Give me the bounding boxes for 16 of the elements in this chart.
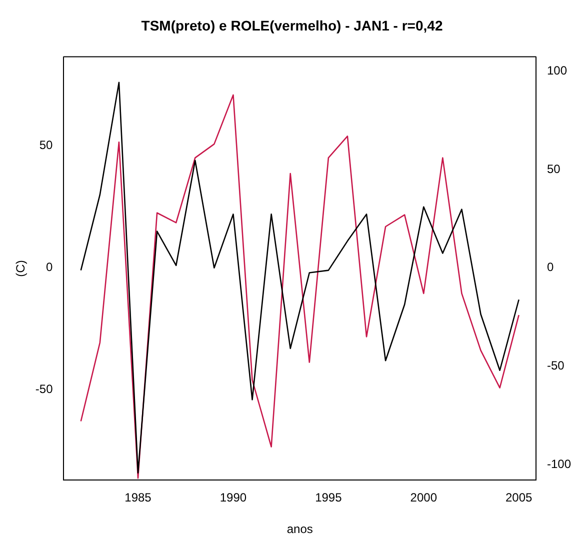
- x-tick-label: 1990: [220, 490, 247, 505]
- y-tick-label: 0: [46, 260, 54, 274]
- y-axis-title: (C): [14, 260, 28, 277]
- y2-tick-label: -100: [546, 456, 572, 471]
- x-tick-label: 2005: [505, 490, 533, 505]
- x-tick-label: 1995: [315, 490, 342, 505]
- x-tick-label: 1985: [124, 490, 152, 505]
- y2-tick-label: -50: [546, 358, 565, 373]
- y2-tick-label: 50: [546, 162, 561, 176]
- y2-tick-label: 100: [546, 64, 568, 78]
- x-tick-label: 2000: [410, 490, 438, 505]
- y-tick-label: -50: [35, 382, 54, 396]
- chart-title: TSM(preto) e ROLE(vermelho) - JAN1 - r=0,42: [141, 17, 443, 34]
- y2-tick-label: 0: [546, 260, 554, 274]
- y-tick-label: 50: [39, 138, 54, 152]
- x-axis-title: anos: [286, 522, 313, 536]
